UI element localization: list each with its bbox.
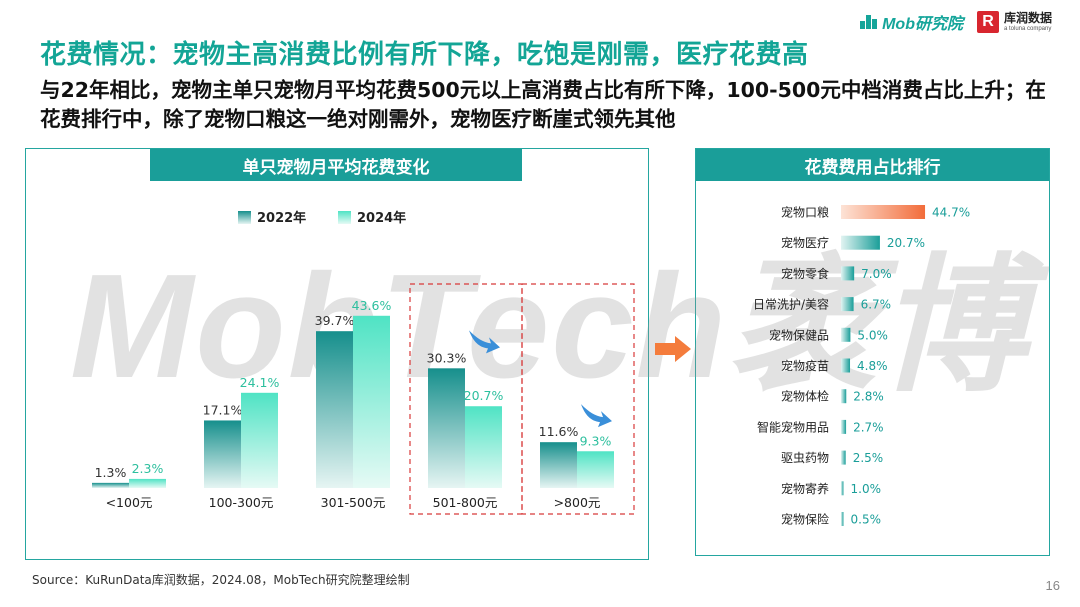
x-tick-label: 100-300元: [209, 495, 274, 510]
x-tick-label: 501-800元: [433, 495, 498, 510]
bar-2022: [92, 482, 129, 488]
page-subtitle: 与22年相比，宠物主单只宠物月平均花费500元以上高消费占比有所下降，100-5…: [40, 78, 1046, 131]
data-label: 30.3%: [427, 350, 467, 365]
rank-bar: [841, 450, 846, 465]
kurun-logo-sub: a toluna company: [1003, 26, 1052, 32]
mob-logo-icon: [860, 15, 878, 29]
page-number: 16: [1045, 578, 1060, 593]
rank-value-label: 20.7%: [887, 236, 925, 250]
data-label: 43.6%: [352, 298, 392, 313]
rank-category-label: 宠物寄养: [781, 481, 829, 496]
rank-value-label: 44.7%: [932, 206, 970, 220]
rank-category-label: 宠物医疗: [781, 235, 829, 250]
rank-bar: [841, 266, 855, 281]
rank-value-label: 1.0%: [851, 482, 882, 496]
kurun-logo-name: 库润数据: [1003, 11, 1052, 25]
rank-category-label: 驱虫药物: [781, 451, 829, 465]
data-label: 11.6%: [539, 424, 579, 439]
rank-bar: [841, 205, 926, 219]
left-chart-panel: 单只宠物月平均花费变化: [25, 148, 649, 560]
bar-2024: [353, 315, 390, 488]
data-label: 9.3%: [580, 433, 612, 448]
data-label: 17.1%: [203, 402, 243, 417]
rank-bar: [841, 235, 880, 250]
bar-2022: [540, 442, 577, 488]
rank-category-label: 宠物保健品: [769, 327, 829, 342]
data-label: 1.3%: [95, 465, 127, 480]
data-label: 24.1%: [240, 375, 280, 390]
rank-bar: [841, 327, 851, 342]
kurun-logo: R 库润数据 a toluna company: [976, 11, 1052, 33]
bar-2024: [129, 478, 166, 488]
rank-value-label: 2.8%: [853, 390, 884, 404]
rank-category-label: 宠物体检: [781, 389, 829, 404]
mob-logo: Mob研究院: [860, 10, 963, 34]
rank-bar: [841, 481, 844, 496]
bar-2024: [241, 392, 278, 488]
rank-value-label: 5.0%: [857, 328, 888, 342]
down-arrow-icon: [581, 404, 612, 428]
legend-swatch-2022: [238, 211, 251, 224]
legend-swatch-2024: [338, 211, 351, 224]
rank-value-label: 0.5%: [851, 513, 882, 527]
left-chart-title: 单只宠物月平均花费变化: [150, 149, 522, 181]
source-note: Source：KuRunData库润数据，2024.08，MobTech研究院整…: [32, 573, 410, 587]
data-label: 20.7%: [464, 388, 504, 403]
rank-bar: [841, 297, 854, 312]
rank-bar: [841, 389, 847, 404]
x-tick-label: 301-500元: [321, 495, 386, 510]
page-title: 花费情况：宠物主高消费比例有所下降，吃饱是刚需，医疗花费高: [40, 40, 809, 70]
rank-category-label: 宠物零食: [781, 266, 829, 281]
data-label: 2.3%: [132, 461, 164, 476]
rank-category-label: 日常洗护/美容: [753, 297, 829, 312]
rank-value-label: 2.7%: [853, 420, 884, 434]
highlight-box: [521, 283, 635, 515]
x-tick-label: <100元: [106, 495, 153, 510]
x-tick-label: >800元: [554, 495, 601, 510]
right-chart-title: 花费费用占比排行: [696, 149, 1049, 181]
bar-2022: [316, 331, 353, 488]
rank-category-label: 宠物保险: [781, 512, 829, 527]
rank-category-label: 智能宠物用品: [757, 419, 829, 434]
rank-bar: [841, 512, 844, 526]
bar-2024: [577, 451, 614, 488]
right-chart-panel: 花费费用占比排行: [695, 148, 1050, 556]
mob-logo-text: Mob研究院: [882, 16, 963, 33]
rank-value-label: 4.8%: [857, 359, 888, 373]
legend-label: 2024年: [357, 210, 406, 226]
rank-bar: [841, 419, 847, 434]
bar-2022: [428, 368, 465, 488]
rank-value-label: 7.0%: [861, 267, 892, 281]
legend-label: 2022年: [257, 210, 306, 226]
right-arrow-icon: [655, 336, 691, 362]
rank-category-label: 宠物口粮: [781, 205, 829, 220]
bar-2022: [204, 420, 241, 488]
rank-value-label: 6.7%: [861, 298, 892, 312]
rank-category-label: 宠物疫苗: [781, 358, 829, 373]
bar-2024: [465, 406, 502, 488]
data-label: 39.7%: [315, 313, 355, 328]
header-logos: Mob研究院 R 库润数据 a toluna company: [860, 10, 1052, 34]
kurun-logo-icon: R: [976, 11, 999, 33]
down-arrow-icon: [469, 330, 500, 354]
rank-bar: [841, 358, 851, 373]
rank-value-label: 2.5%: [853, 451, 884, 465]
